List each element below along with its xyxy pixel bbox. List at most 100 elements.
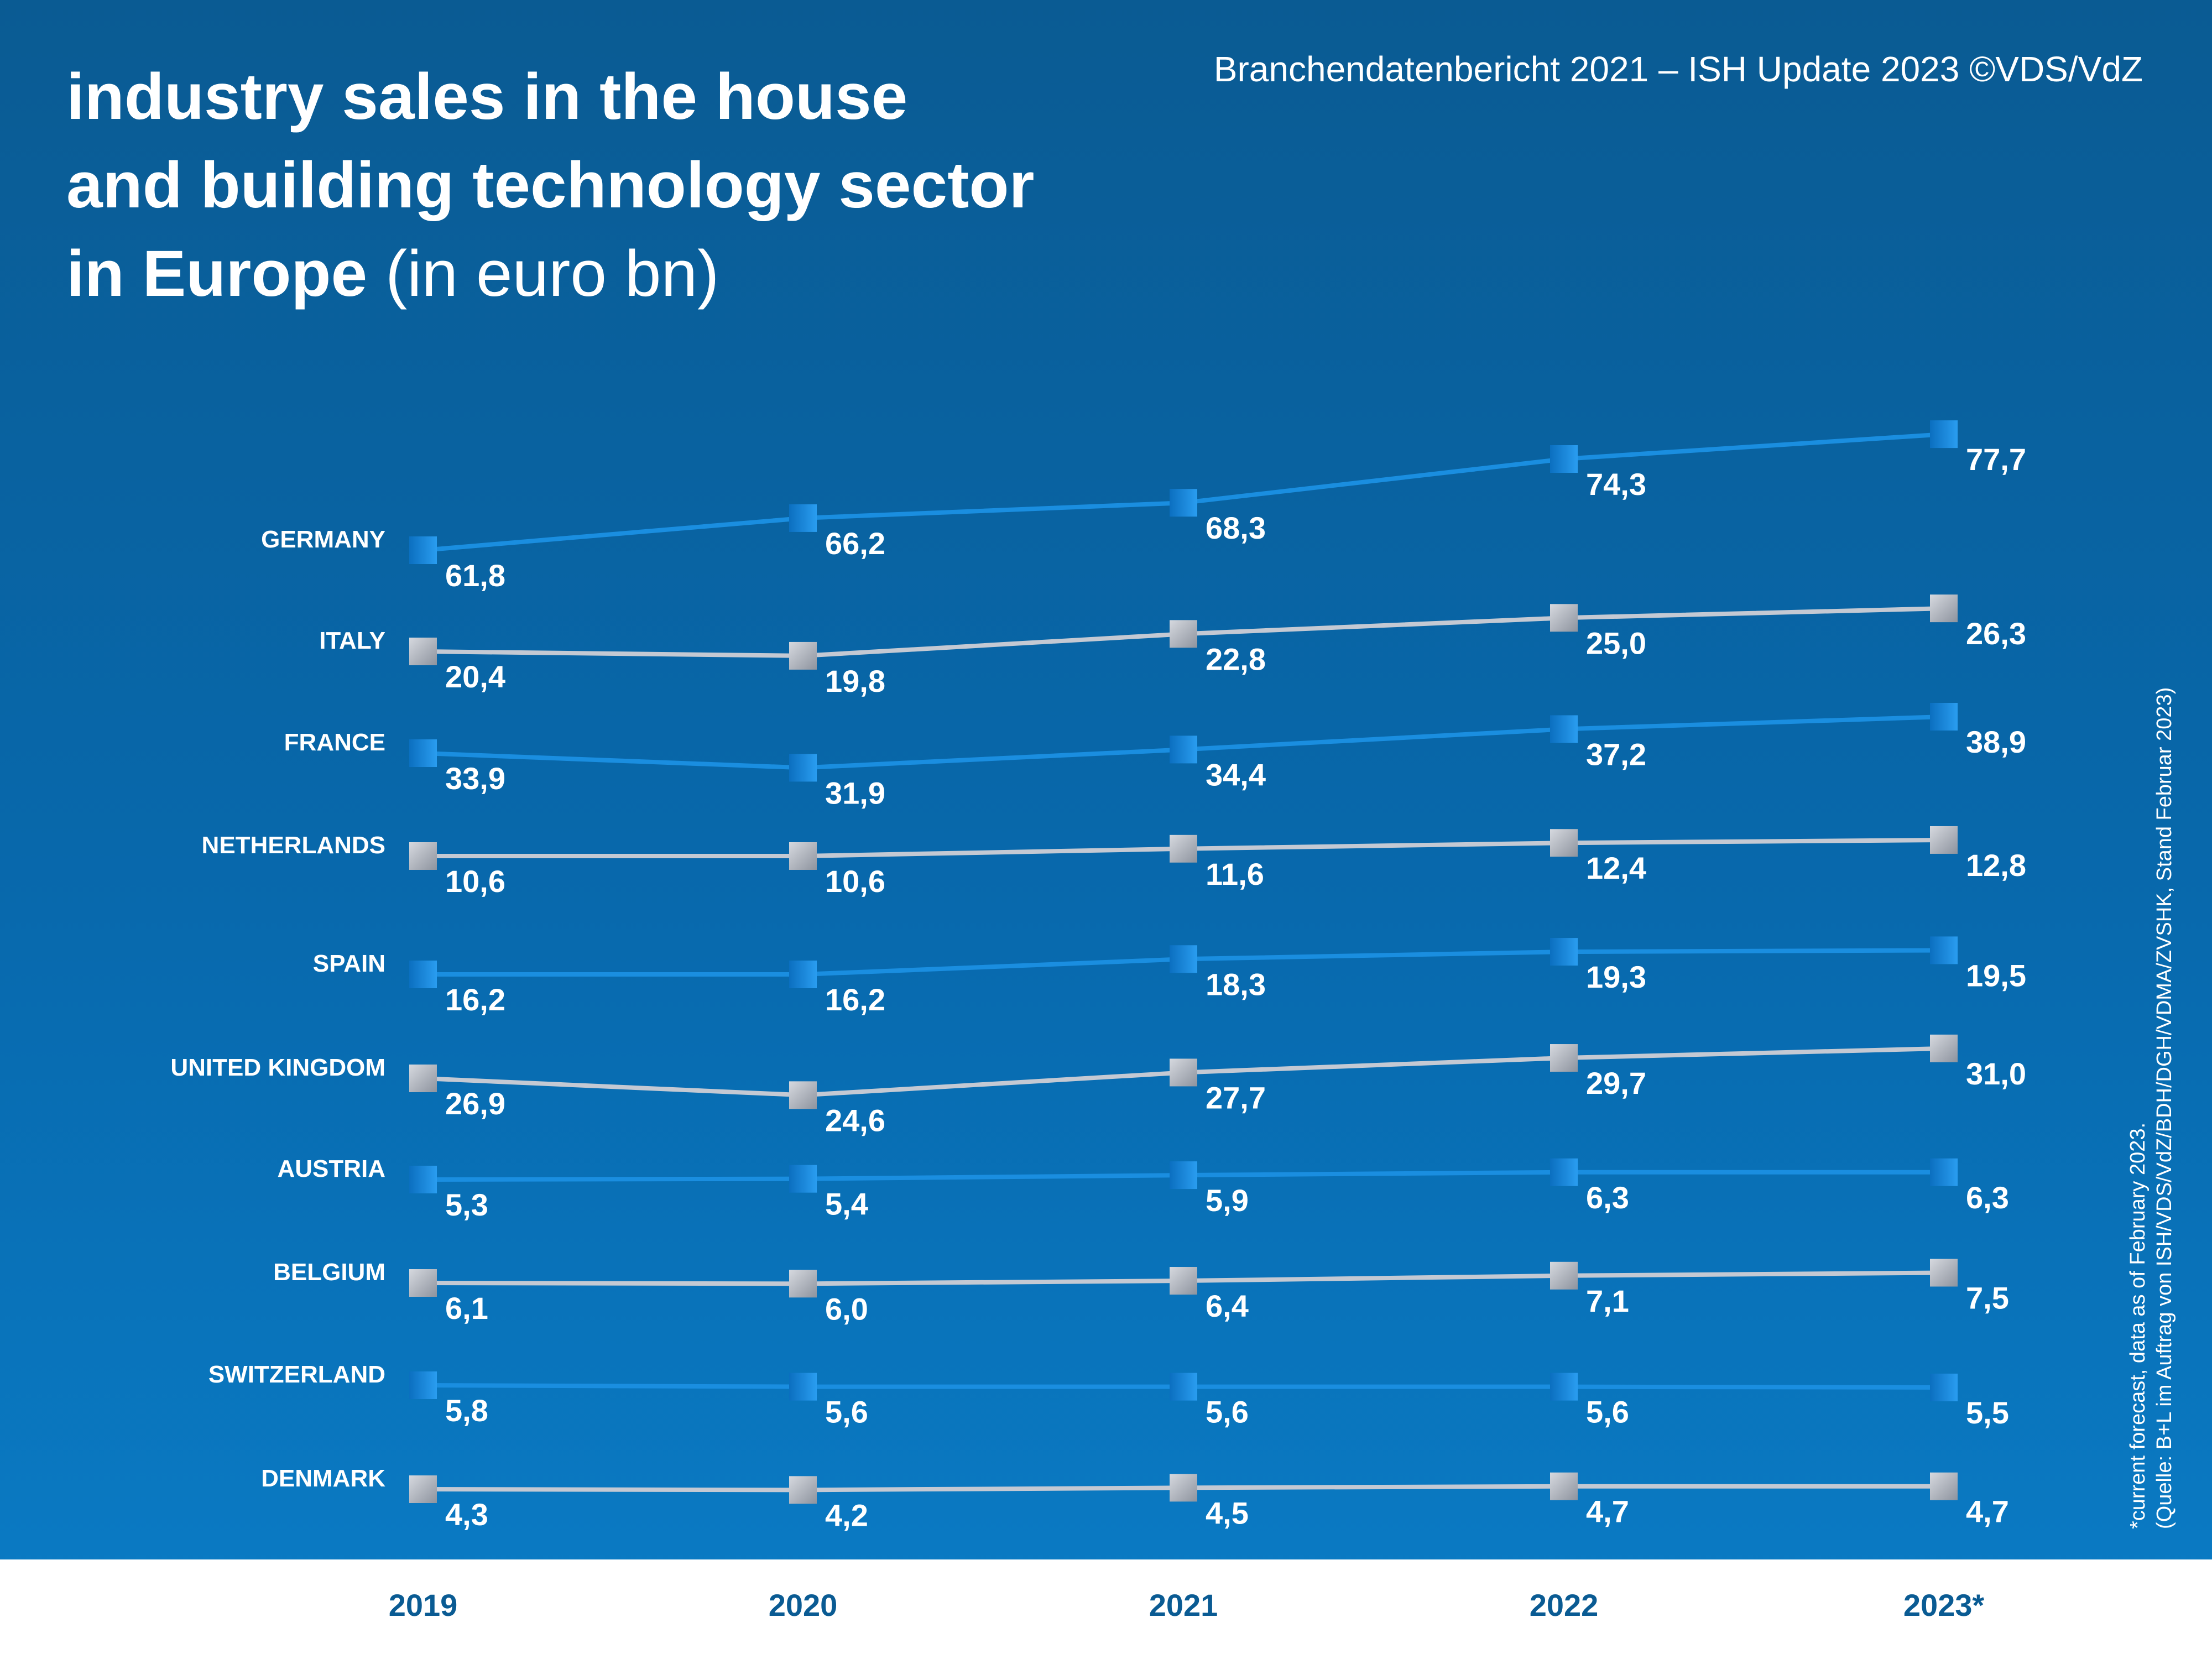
data-point-belgium bbox=[1170, 1267, 1197, 1295]
data-label-austria: 5,3 bbox=[445, 1187, 488, 1222]
data-label-belgium: 7,1 bbox=[1586, 1284, 1629, 1318]
data-point-netherlands bbox=[1930, 826, 1958, 854]
data-label-spain: 16,2 bbox=[825, 982, 885, 1017]
data-label-france: 34,4 bbox=[1206, 757, 1266, 792]
data-point-belgium bbox=[409, 1269, 437, 1297]
data-point-germany bbox=[409, 536, 437, 564]
data-point-italy bbox=[1930, 594, 1958, 623]
footnote-line-1: *current forecast, data as of February 2… bbox=[2126, 1122, 2150, 1529]
data-label-united-kingdom: 24,6 bbox=[825, 1103, 885, 1138]
data-label-france: 31,9 bbox=[825, 775, 885, 810]
data-point-denmark bbox=[409, 1475, 437, 1503]
data-label-switzerland: 5,8 bbox=[445, 1393, 488, 1428]
data-point-switzerland bbox=[1930, 1373, 1958, 1401]
data-point-italy bbox=[1170, 620, 1197, 648]
data-point-austria bbox=[1550, 1158, 1578, 1186]
data-point-spain bbox=[1550, 938, 1578, 966]
data-point-spain bbox=[1930, 936, 1958, 964]
data-point-switzerland bbox=[789, 1373, 817, 1401]
data-label-france: 37,2 bbox=[1586, 737, 1646, 771]
data-label-belgium: 6,4 bbox=[1206, 1288, 1249, 1323]
title-unit: (in euro bn) bbox=[385, 237, 719, 310]
data-label-italy: 20,4 bbox=[445, 659, 505, 694]
data-point-spain bbox=[789, 961, 817, 988]
data-label-germany: 61,8 bbox=[445, 558, 505, 593]
data-label-italy: 25,0 bbox=[1586, 625, 1646, 660]
data-label-germany: 66,2 bbox=[825, 526, 885, 561]
title-line-3: in Europe bbox=[66, 237, 368, 310]
footnote-line-2: (Quelle: B+L im Auftrag von ISH/VDS/VdZ/… bbox=[2153, 687, 2176, 1529]
data-point-austria bbox=[789, 1165, 817, 1193]
x-tick-label: 2020 bbox=[769, 1588, 838, 1623]
data-label-denmark: 4,3 bbox=[445, 1497, 488, 1532]
data-label-netherlands: 11,6 bbox=[1206, 857, 1264, 891]
data-point-germany bbox=[1930, 420, 1958, 448]
data-point-france bbox=[789, 754, 817, 782]
series-label-switzerland: SWITZERLAND bbox=[208, 1361, 385, 1388]
data-label-netherlands: 12,8 bbox=[1966, 848, 2026, 883]
data-label-netherlands: 10,6 bbox=[825, 864, 885, 899]
data-point-united-kingdom bbox=[1930, 1034, 1958, 1062]
series-label-netherlands: NETHERLANDS bbox=[202, 832, 385, 859]
data-point-france bbox=[409, 739, 437, 767]
data-point-belgium bbox=[789, 1270, 817, 1298]
data-point-united-kingdom bbox=[1550, 1044, 1578, 1072]
data-point-denmark bbox=[1170, 1474, 1197, 1502]
data-label-italy: 22,8 bbox=[1206, 641, 1266, 676]
data-label-switzerland: 5,6 bbox=[1206, 1395, 1249, 1430]
data-point-germany bbox=[789, 504, 817, 532]
data-label-switzerland: 5,6 bbox=[825, 1395, 868, 1430]
data-point-france bbox=[1170, 735, 1197, 764]
data-point-netherlands bbox=[1550, 829, 1578, 857]
data-label-austria: 5,4 bbox=[825, 1187, 868, 1222]
data-label-italy: 19,8 bbox=[825, 664, 885, 698]
series-label-belgium: BELGIUM bbox=[273, 1259, 385, 1286]
data-point-spain bbox=[409, 961, 437, 988]
data-point-united-kingdom bbox=[1170, 1058, 1197, 1087]
data-point-netherlands bbox=[1170, 834, 1197, 863]
data-label-germany: 77,7 bbox=[1966, 442, 2026, 477]
data-label-france: 38,9 bbox=[1966, 724, 2026, 759]
data-label-austria: 6,3 bbox=[1966, 1180, 2009, 1215]
series-label-italy: ITALY bbox=[319, 627, 385, 654]
x-axis-band bbox=[0, 1559, 2212, 1659]
series-label-united-kingdom: UNITED KINGDOM bbox=[170, 1054, 385, 1081]
chart-title: industry sales in the house and building… bbox=[66, 53, 1034, 318]
data-label-spain: 18,3 bbox=[1206, 967, 1266, 1001]
data-point-netherlands bbox=[789, 842, 817, 870]
data-label-united-kingdom: 26,9 bbox=[445, 1086, 505, 1121]
data-point-spain bbox=[1170, 945, 1197, 973]
data-point-belgium bbox=[1930, 1259, 1958, 1287]
data-point-austria bbox=[409, 1166, 437, 1193]
data-label-switzerland: 5,5 bbox=[1966, 1395, 2009, 1430]
data-point-united-kingdom bbox=[789, 1081, 817, 1109]
series-label-denmark: DENMARK bbox=[261, 1465, 385, 1492]
data-point-france bbox=[1550, 715, 1578, 743]
data-label-belgium: 7,5 bbox=[1966, 1281, 2009, 1316]
data-point-denmark bbox=[1930, 1472, 1958, 1500]
data-label-germany: 74,3 bbox=[1586, 467, 1646, 502]
data-label-denmark: 4,2 bbox=[825, 1498, 868, 1532]
source-line: Branchendatenbericht 2021 – ISH Update 2… bbox=[1213, 49, 2143, 89]
data-label-spain: 19,5 bbox=[1966, 958, 2026, 993]
data-label-netherlands: 10,6 bbox=[445, 864, 505, 899]
x-tick-label: 2022 bbox=[1530, 1588, 1599, 1623]
data-point-denmark bbox=[1550, 1472, 1578, 1500]
data-label-germany: 68,3 bbox=[1206, 510, 1266, 545]
data-point-germany bbox=[1550, 445, 1578, 473]
data-point-italy bbox=[1550, 604, 1578, 632]
title-line-1: industry sales in the house bbox=[66, 60, 908, 133]
title-line-2: and building technology sector bbox=[66, 149, 1035, 222]
data-label-austria: 5,9 bbox=[1206, 1183, 1249, 1218]
data-label-austria: 6,3 bbox=[1586, 1180, 1629, 1215]
data-label-united-kingdom: 31,0 bbox=[1966, 1056, 2026, 1091]
data-label-united-kingdom: 27,7 bbox=[1206, 1080, 1266, 1115]
data-label-denmark: 4,7 bbox=[1586, 1494, 1629, 1529]
data-point-switzerland bbox=[1170, 1373, 1197, 1401]
data-label-denmark: 4,5 bbox=[1206, 1495, 1249, 1530]
data-label-spain: 19,3 bbox=[1586, 959, 1646, 994]
data-label-denmark: 4,7 bbox=[1966, 1494, 2009, 1529]
x-tick-label: 2023* bbox=[1903, 1588, 1985, 1623]
